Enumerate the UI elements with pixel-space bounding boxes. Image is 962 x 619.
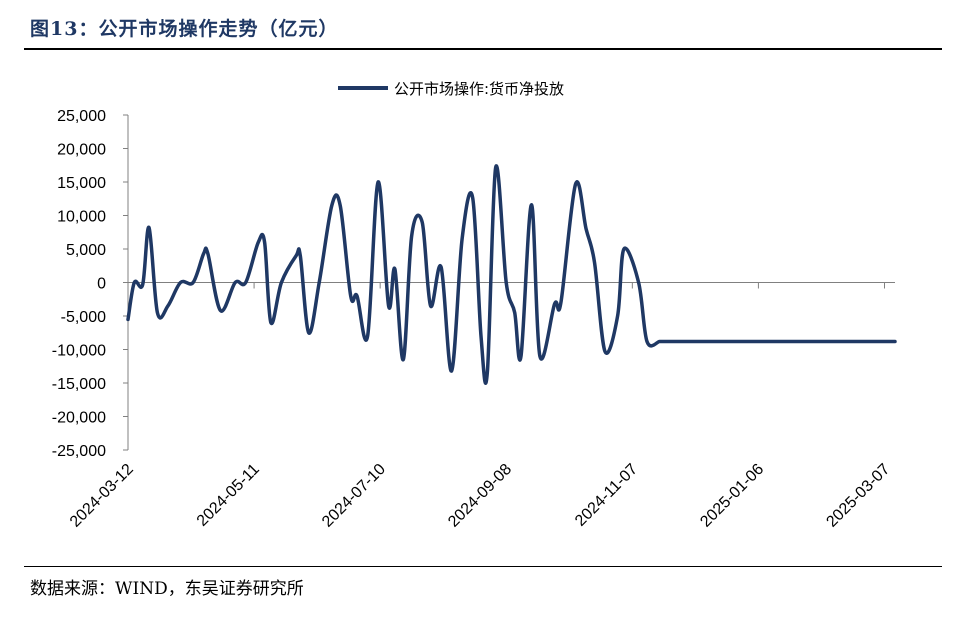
x-tick-label: 2024-09-08 bbox=[445, 461, 515, 531]
chart-canvas: 公开市场操作:货币净投放 -25,000 -20,000 -15,000 -10,00… bbox=[52, 80, 897, 531]
y-axis-ticks: -25,000 -20,000 -15,000 -10,000 -5,000 0 5,000… bbox=[52, 108, 128, 460]
legend: 公开市场操作:货币净投放 bbox=[338, 80, 564, 98]
y-tick-label: -10,000 bbox=[52, 343, 106, 360]
source-rule bbox=[24, 566, 942, 567]
y-tick-label: 10,000 bbox=[57, 209, 106, 226]
y-tick-label: 15,000 bbox=[57, 175, 106, 192]
y-tick-label: -20,000 bbox=[52, 410, 106, 427]
y-tick-label: 25,000 bbox=[57, 108, 106, 125]
y-tick-label: 20,000 bbox=[57, 142, 106, 159]
title-rule bbox=[24, 48, 942, 50]
y-tick-label: -15,000 bbox=[52, 376, 106, 393]
series-line bbox=[126, 164, 897, 385]
axes bbox=[127, 115, 895, 450]
source-note: 数据来源：WIND，东吴证券研究所 bbox=[30, 579, 304, 599]
y-tick-label: -5,000 bbox=[61, 309, 106, 326]
x-tick-label: 2024-11-07 bbox=[572, 461, 641, 530]
x-tick-label: 2024-05-11 bbox=[194, 461, 263, 530]
legend-label: 公开市场操作:货币净投放 bbox=[394, 80, 564, 98]
y-tick-label: 0 bbox=[97, 276, 106, 293]
x-tick-label: 2025-03-07 bbox=[823, 461, 893, 531]
series-group bbox=[126, 164, 897, 385]
figure-title: 图13：公开市场操作走势（亿元） bbox=[30, 18, 339, 40]
x-tick-label: 2025-01-06 bbox=[697, 461, 767, 531]
x-tick-label: 2024-07-10 bbox=[319, 461, 389, 531]
x-tick-label: 2024-03-12 bbox=[67, 461, 137, 531]
y-tick-label: 5,000 bbox=[66, 242, 106, 259]
y-tick-label: -25,000 bbox=[52, 443, 106, 460]
